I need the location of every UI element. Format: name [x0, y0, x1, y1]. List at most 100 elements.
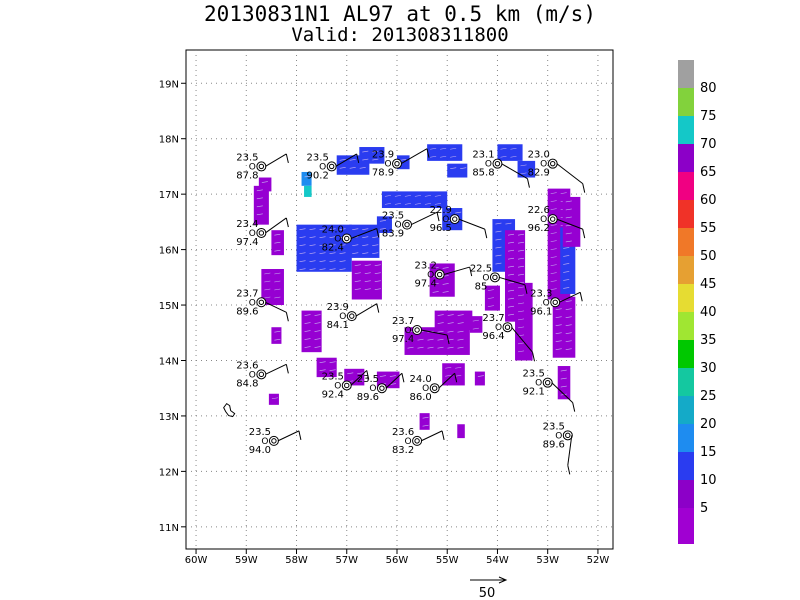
tick-label-lon: 59W [235, 555, 258, 566]
station-circle-inner [550, 216, 556, 222]
wind-barb-stem [458, 218, 485, 230]
wind-arrow [565, 340, 572, 343]
station-temperature: 23.5 [543, 421, 565, 432]
wind-barb-stem [265, 153, 287, 167]
wind-arrow [565, 224, 572, 227]
wind-barb-stem [265, 217, 287, 234]
wind-arrow [304, 346, 311, 348]
colorbar-segment [678, 396, 694, 424]
wind-arrow [427, 346, 434, 349]
station-temperature: 23.7 [236, 288, 258, 299]
colorbar-label: 45 [700, 277, 717, 292]
wind-cell [419, 413, 430, 430]
wind-arrow [299, 228, 306, 230]
tick-label-lat: 17N [159, 190, 179, 201]
wind-arrow [329, 268, 336, 270]
wind-barb-stem [335, 153, 357, 167]
station-temperature: 22.6 [528, 205, 550, 216]
wind-arrow [460, 167, 467, 169]
wind-arrow [319, 228, 326, 230]
station-marker: O [442, 215, 449, 225]
wind-arrow [520, 172, 527, 175]
station-circle-inner [258, 163, 265, 170]
wind-barb-stem [443, 266, 470, 276]
wind-arrow [271, 397, 278, 400]
wind-barb-flag [526, 178, 530, 188]
wind-arrow [450, 167, 457, 169]
wind-arrow [304, 330, 311, 332]
wind-arrow [507, 249, 515, 252]
station-dewpoint: 97.4 [415, 279, 437, 290]
wind-arrow [384, 203, 391, 205]
wind-barb-flag [376, 228, 380, 238]
station-marker: O [485, 160, 492, 170]
wind-cell [427, 144, 463, 161]
colorbar-segment [678, 368, 694, 396]
wind-arrow [432, 291, 439, 293]
station-circle-inner [379, 385, 385, 391]
wind-barb-flag [532, 352, 535, 362]
wind-cell [447, 163, 468, 178]
station-marker: O [540, 215, 547, 225]
wind-barb-stem [277, 430, 300, 442]
tick-label-lon: 56W [386, 555, 409, 566]
wind-arrow [550, 224, 557, 226]
wind-arrow [565, 324, 572, 327]
wind-arrow [352, 252, 359, 254]
wind-arrow [319, 252, 326, 254]
colorbar-segment [678, 60, 694, 88]
wind-arrow [304, 314, 311, 316]
station-dewpoint: 97.4 [236, 237, 258, 248]
wind-barb-flag [567, 465, 571, 475]
wind-arrow [314, 322, 321, 324]
colorbar-segment [678, 256, 694, 284]
wind-arrow [314, 330, 321, 332]
wind-arrow [472, 319, 479, 322]
station-marker: O [249, 298, 256, 308]
station-circle-inner [258, 230, 265, 236]
station-temperature: 22.5 [470, 263, 492, 274]
wind-arrow [364, 272, 371, 274]
wind-arrow [437, 314, 444, 316]
colorbar-label: 55 [700, 221, 717, 236]
wind-barb-flag [436, 212, 440, 222]
colorbar-segment [678, 424, 694, 452]
wind-cell [301, 171, 312, 186]
wind-arrow [520, 164, 527, 167]
wind-arrow [274, 296, 281, 299]
wind-arrow [437, 346, 444, 349]
tick-label-lon: 57W [335, 555, 358, 566]
wind-arrow [565, 200, 572, 203]
wind-arrow [362, 244, 369, 246]
wind-barb-stem [265, 363, 287, 375]
tick-label-lat: 18N [159, 135, 179, 146]
station-temperature: 23.0 [528, 150, 550, 161]
wind-arrow [309, 252, 316, 254]
station-marker: O [249, 229, 256, 239]
wind-arrow [357, 372, 364, 375]
wind-arrow [455, 366, 462, 369]
wind-arrow [424, 195, 431, 197]
wind-arrow [510, 155, 517, 158]
wind-arrow [384, 195, 391, 197]
colorbar: 80 75 70 65 60 55 50 45 40 35 30 25 20 15 10 5 [678, 60, 717, 544]
station-temperature: 23.2 [415, 261, 437, 272]
station-temperature: 23.5 [249, 427, 271, 438]
colorbar-segment [678, 452, 694, 480]
station-dewpoint: 96.2 [528, 223, 550, 234]
wind-arrow [319, 268, 326, 270]
wind-cell [457, 424, 465, 439]
wind-arrow [309, 236, 316, 238]
station-circle-inner [328, 163, 335, 170]
wind-arrow [299, 260, 306, 262]
wind-barb-stem [355, 303, 378, 317]
